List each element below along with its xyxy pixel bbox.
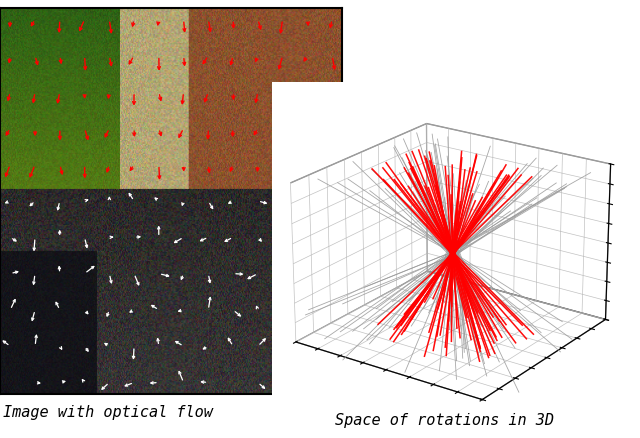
Text: Space of rotations in 3D: Space of rotations in 3D bbox=[335, 412, 554, 427]
Text: Image with optical flow: Image with optical flow bbox=[3, 404, 213, 419]
